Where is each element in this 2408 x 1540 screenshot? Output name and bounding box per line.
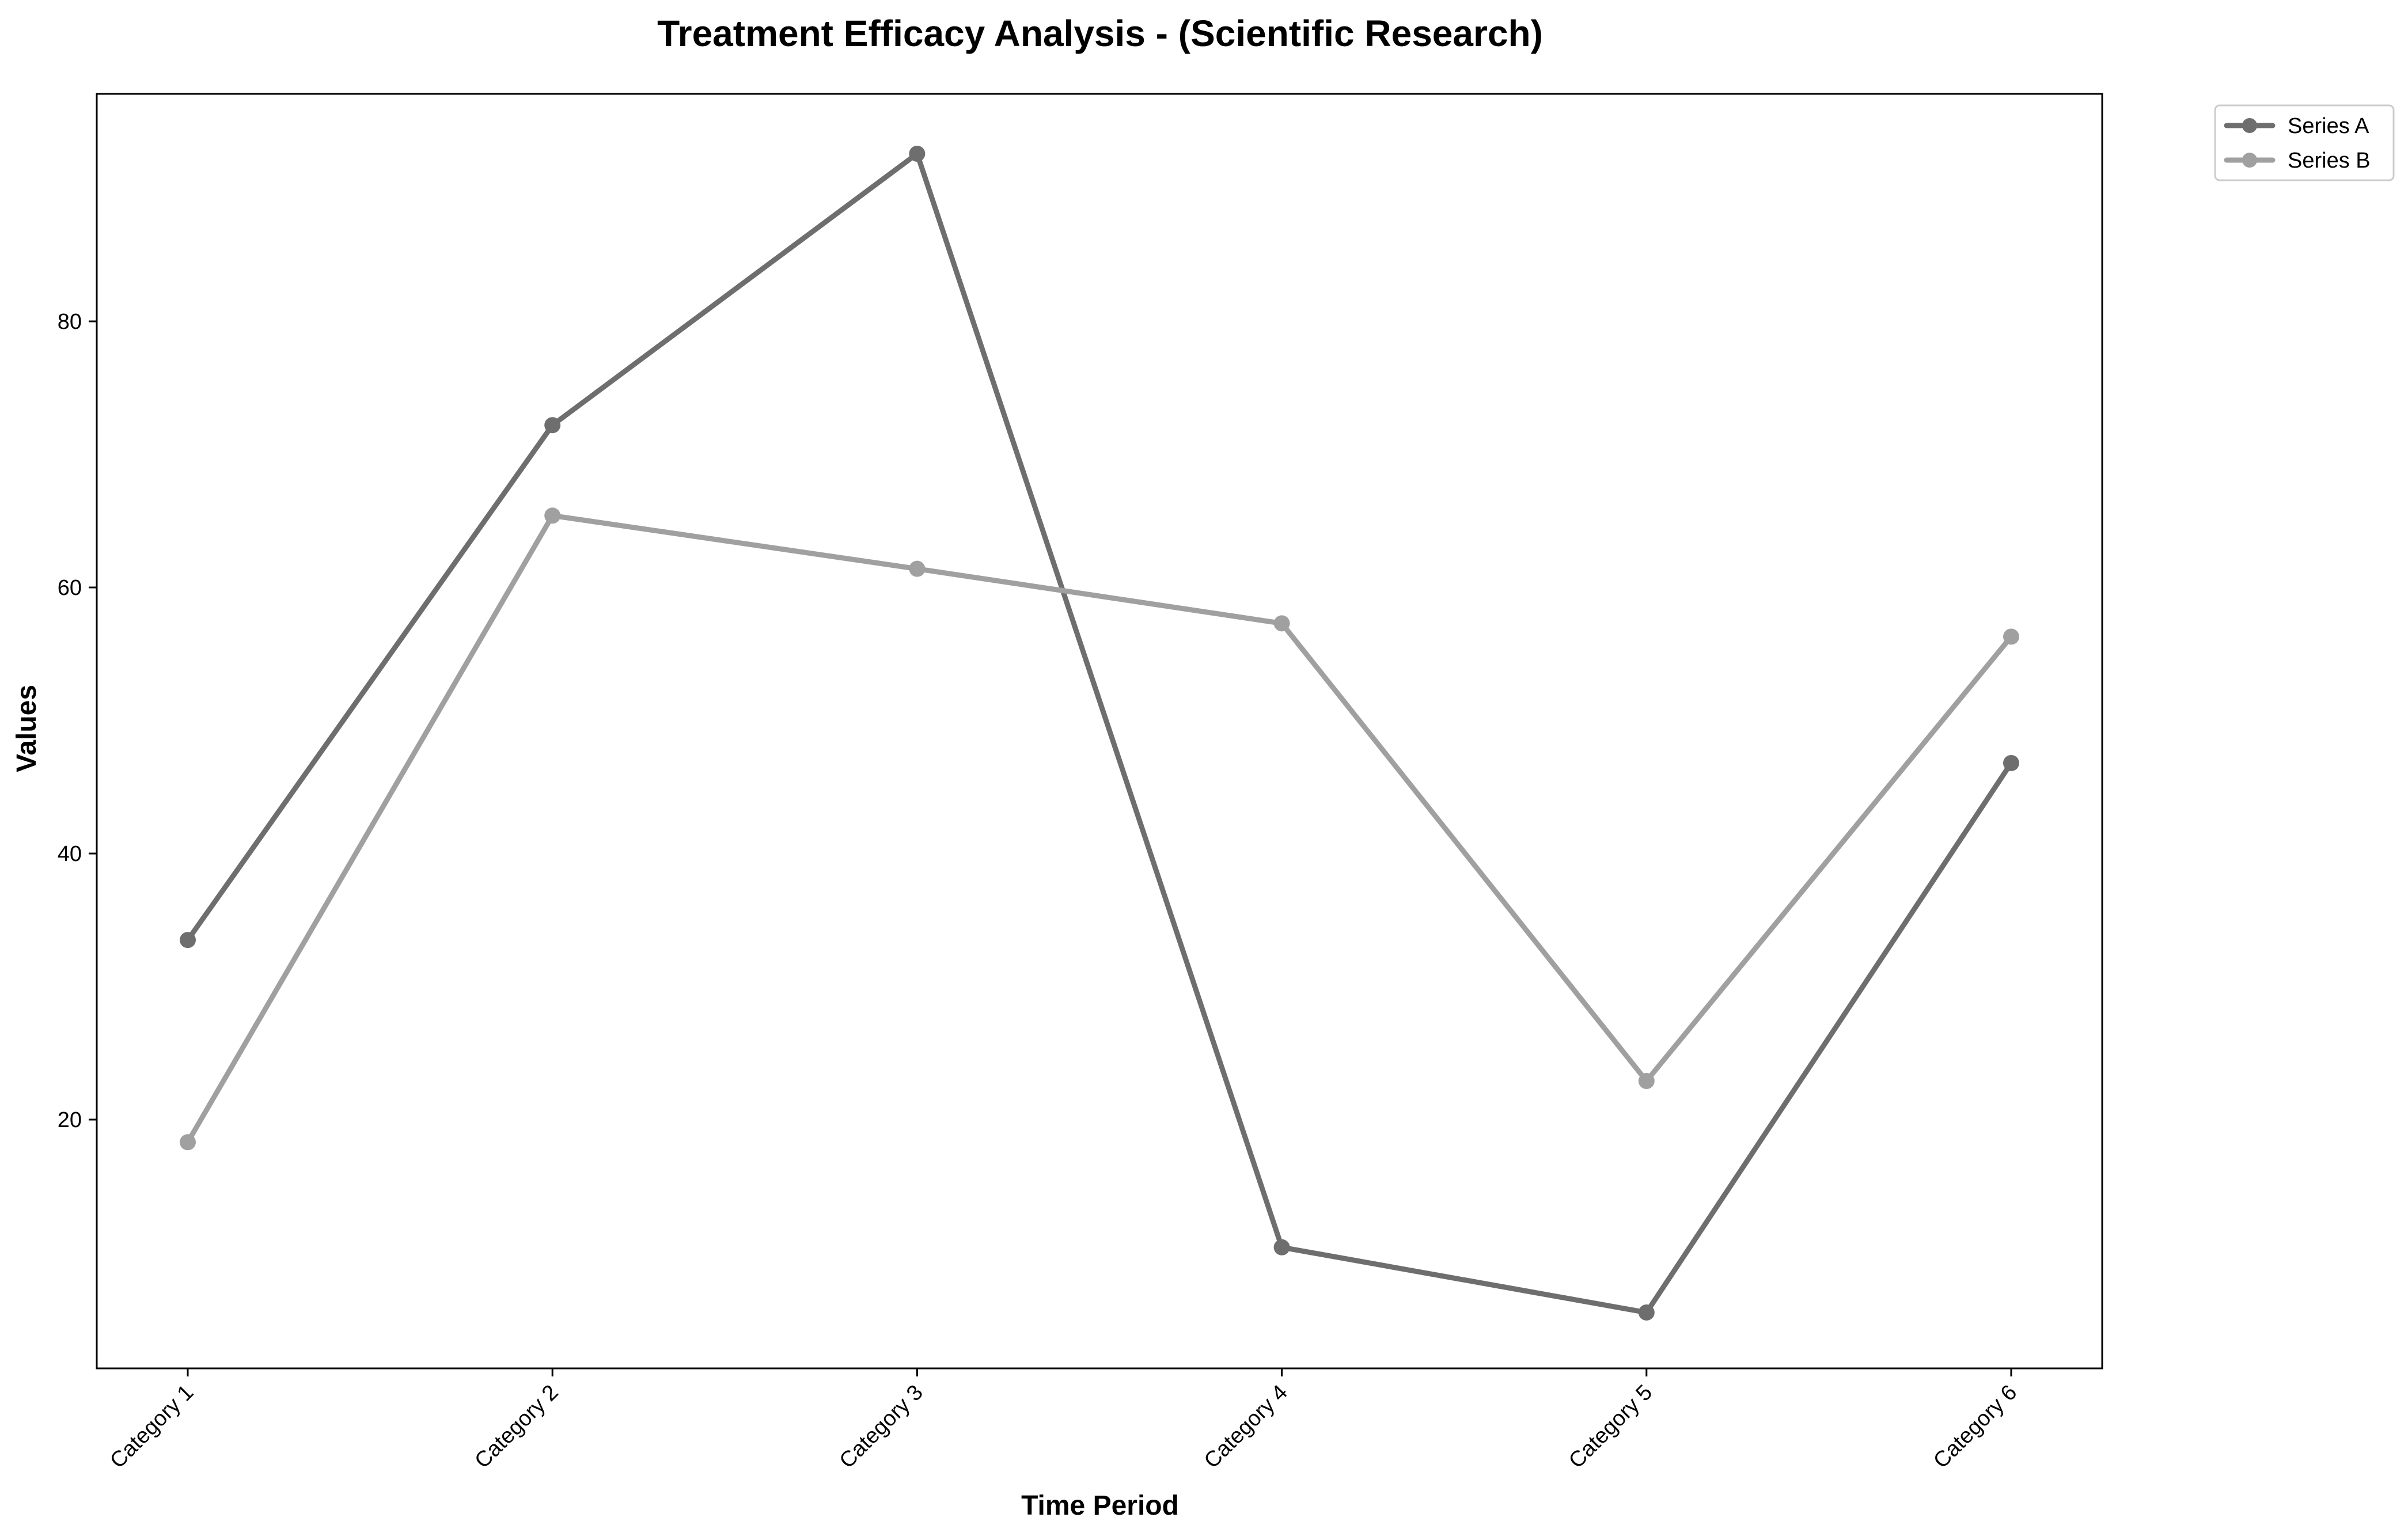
series-line-b [185,513,2014,1145]
y-tick-label: 80 [58,310,82,334]
y-tick-label: 60 [58,576,82,600]
legend: Series A Series B [2214,104,2395,181]
chart-title: Treatment Efficacy Analysis - (Scientifi… [657,13,1543,54]
series-line-a [185,151,2014,1315]
legend-label: Series A [2288,114,2369,138]
plot-frame [96,93,2103,1370]
y-tick-label: 20 [58,1108,82,1132]
data-point [544,507,561,524]
data-point [180,932,196,949]
data-point [544,417,561,434]
y-axis-label: Values [12,685,42,772]
data-point [909,145,926,162]
y-tick-label: 40 [58,842,82,866]
data-point [1273,615,1290,632]
legend-label: Series B [2288,149,2371,173]
data-point [180,1134,196,1151]
data-point [1638,1073,1655,1090]
data-point [1638,1304,1655,1321]
data-point [2003,754,2019,771]
data-point [909,560,926,577]
legend-swatch-marker [2242,153,2257,168]
data-point [2003,628,2019,645]
data-point [1273,1239,1290,1255]
x-axis-label: Time Period [1021,1490,1179,1521]
legend-swatch-marker [2242,118,2257,133]
